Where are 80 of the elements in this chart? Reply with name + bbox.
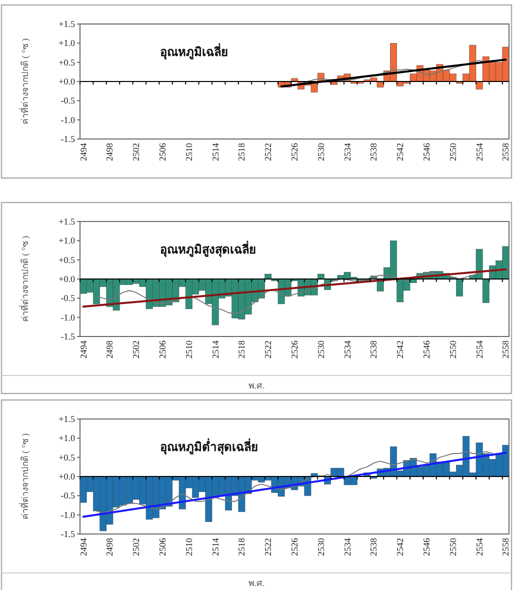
x-tick-label: 2518 bbox=[236, 142, 247, 161]
x-tick-label: 2498 bbox=[104, 340, 115, 358]
x-axis-title: พ.ศ. bbox=[248, 380, 265, 390]
y-tick-label: +1.0 bbox=[58, 38, 76, 48]
x-tick-label: 2542 bbox=[395, 538, 406, 556]
y-tick-label: -0.5 bbox=[60, 293, 76, 304]
x-tick-label: 2510 bbox=[184, 340, 194, 358]
x-tick-label: 2526 bbox=[290, 340, 300, 358]
y-tick-label: -1.5 bbox=[60, 332, 76, 342]
x-tick-label: 2534 bbox=[342, 142, 352, 161]
y-axis-title: ค่าที่ต่างจากปกติ ( °ซ ) bbox=[18, 236, 30, 322]
x-tick-label: 2530 bbox=[316, 142, 326, 161]
x-tick-label: 2558 bbox=[500, 142, 511, 161]
x-tick-label: 2506 bbox=[158, 538, 168, 556]
y-tick-label: +0.5 bbox=[58, 57, 76, 68]
x-tick-label: 2554 bbox=[474, 142, 484, 161]
y-tick-label: +0.5 bbox=[58, 254, 76, 265]
y-tick-label: -1.5 bbox=[60, 134, 76, 144]
y-tick-label: -1.0 bbox=[60, 510, 76, 520]
x-tick-label: 2526 bbox=[290, 142, 300, 161]
text: อุณหภูมิต่ำสุดเฉลี่ย bbox=[160, 438, 258, 455]
x-tick-label: 2538 bbox=[368, 538, 379, 556]
x-tick-label: 2498 bbox=[104, 538, 115, 556]
y-tick-label: +0.0 bbox=[58, 274, 76, 284]
x-tick-label: 2558 bbox=[500, 538, 511, 556]
x-tick-label: 2546 bbox=[422, 340, 432, 358]
y-tick-label: -1.0 bbox=[60, 114, 76, 125]
x-tick-label: 2522 bbox=[263, 538, 274, 556]
x-tick-label: 2550 bbox=[448, 142, 458, 161]
text: อุณหภูมิเฉลี่ย bbox=[160, 43, 228, 60]
x-tick-label: 2494 bbox=[78, 340, 88, 358]
y-tick-label: +0.0 bbox=[58, 76, 76, 86]
x-tick-label: 2550 bbox=[448, 538, 458, 556]
x-tick-label: 2538 bbox=[368, 340, 379, 358]
x-tick-label: 2522 bbox=[263, 340, 274, 358]
y-tick-label: +1.5 bbox=[58, 216, 76, 226]
y-tick-label: +1.0 bbox=[58, 236, 76, 246]
x-tick-label: 2502 bbox=[131, 143, 142, 161]
y-tick-label: +0.5 bbox=[58, 452, 76, 462]
x-tick-label: 2526 bbox=[290, 538, 300, 556]
x-tick-label: 2550 bbox=[448, 340, 458, 358]
x-tick-label: 2522 bbox=[263, 143, 274, 161]
x-tick-label: 2554 bbox=[474, 340, 484, 358]
x-tick-label: 2546 bbox=[422, 538, 432, 556]
x-tick-label: 2534 bbox=[342, 538, 352, 556]
x-tick-label: 2506 bbox=[158, 142, 168, 161]
y-tick-label: +1.5 bbox=[58, 19, 76, 29]
x-tick-label: 2542 bbox=[395, 143, 406, 161]
y-tick-label: -0.5 bbox=[60, 96, 76, 106]
x-tick-label: 2538 bbox=[368, 142, 379, 161]
y-tick-label: +1.5 bbox=[58, 414, 76, 424]
x-tick-label: 2502 bbox=[131, 340, 142, 358]
y-axis-title: ค่าที่ต่างจากปกติ ( °ซ ) bbox=[18, 38, 30, 125]
x-tick-label: 2494 bbox=[78, 142, 88, 161]
x-tick-label: 2530 bbox=[316, 538, 326, 556]
x-tick-label: 2510 bbox=[184, 142, 194, 161]
x-tick-label: 2558 bbox=[500, 340, 511, 358]
x-axis-title: พ.ศ. bbox=[248, 578, 265, 588]
y-tick-label: -0.5 bbox=[60, 490, 76, 501]
x-tick-label: 2506 bbox=[158, 340, 168, 358]
x-tick-label: 2498 bbox=[104, 142, 115, 161]
x-tick-label: 2518 bbox=[236, 340, 247, 358]
x-tick-label: 2514 bbox=[210, 538, 220, 556]
x-tick-label: 2514 bbox=[210, 340, 220, 358]
x-tick-label: 2554 bbox=[474, 538, 484, 556]
x-tick-label: 2530 bbox=[316, 340, 326, 358]
y-tick-label: +1.0 bbox=[58, 433, 76, 444]
y-axis-title: ค่าที่ต่างจากปกติ ( °ซ ) bbox=[18, 433, 30, 520]
x-tick-label: 2518 bbox=[236, 538, 247, 556]
x-tick-label: 2502 bbox=[131, 538, 142, 556]
x-tick-label: 2510 bbox=[184, 538, 194, 556]
x-tick-label: 2494 bbox=[78, 538, 88, 556]
x-tick-label: 2546 bbox=[422, 142, 432, 161]
y-tick-label: -1.0 bbox=[60, 312, 76, 322]
y-tick-label: -1.5 bbox=[60, 529, 76, 539]
y-tick-label: +0.0 bbox=[58, 472, 76, 482]
text: อุณหภูมิสูงสุดเฉลี่ย bbox=[160, 240, 256, 258]
x-tick-label: 2542 bbox=[395, 340, 406, 358]
x-tick-label: 2514 bbox=[210, 142, 220, 161]
x-tick-label: 2534 bbox=[342, 340, 352, 358]
